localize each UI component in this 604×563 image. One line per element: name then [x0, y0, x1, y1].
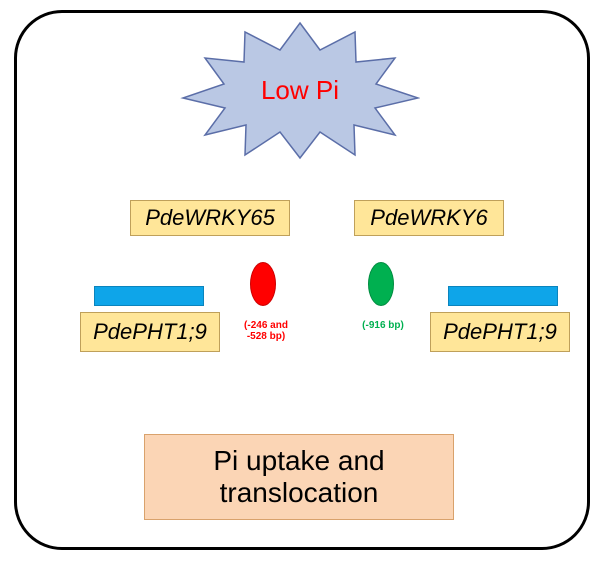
pht-box-left: PdePHT1;9	[80, 312, 220, 352]
bottom-box: Pi uptake and translocation	[144, 434, 454, 520]
promoter-bar-right	[448, 286, 558, 306]
bp-red-line2: -528 bp)	[247, 331, 285, 342]
bottom-line2: translocation	[220, 477, 379, 508]
oval-red	[250, 262, 276, 306]
bottom-text: Pi uptake and translocation	[213, 445, 384, 509]
starburst-polygon	[183, 23, 418, 158]
bp-red-line1: (-246 and	[244, 320, 288, 331]
starburst: Low Pi	[180, 20, 420, 160]
gene-box-wrky6: PdeWRKY6	[354, 200, 504, 236]
starburst-shape	[180, 20, 420, 160]
bp-label-red: (-246 and -528 bp)	[236, 320, 296, 342]
promoter-bar-left	[94, 286, 204, 306]
gene-box-wrky65: PdeWRKY65	[130, 200, 290, 236]
oval-green	[368, 262, 394, 306]
bottom-line1: Pi uptake and	[213, 445, 384, 476]
pht-box-right: PdePHT1;9	[430, 312, 570, 352]
bp-label-green: (-916 bp)	[358, 320, 408, 331]
